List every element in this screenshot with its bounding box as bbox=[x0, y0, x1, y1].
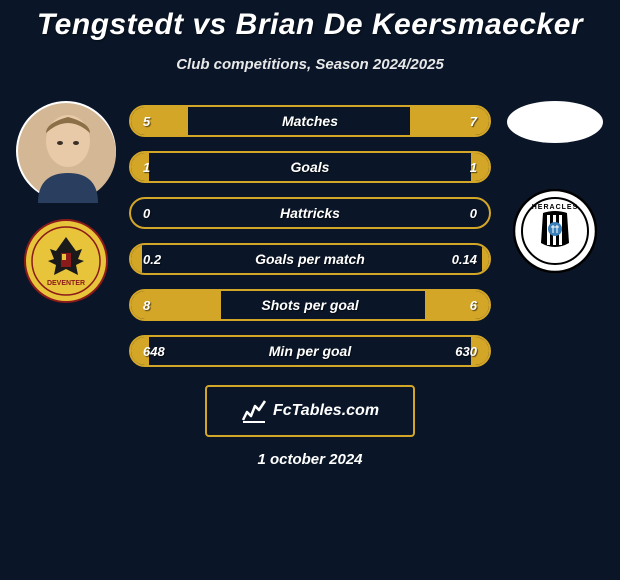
bar-left-fill bbox=[131, 107, 188, 135]
svg-text:HERACLES: HERACLES bbox=[531, 204, 578, 211]
stat-label: Matches bbox=[282, 113, 338, 129]
page-title: Tengstedt vs Brian De Keersmaecker bbox=[0, 0, 620, 42]
stat-value-right: 6 bbox=[470, 298, 477, 313]
stat-value-right: 630 bbox=[455, 344, 477, 359]
avatar-placeholder-icon bbox=[18, 103, 118, 203]
bar-right-fill bbox=[482, 245, 489, 273]
footer-brand: FcTables.com bbox=[205, 385, 415, 437]
stat-row: 648 630 Min per goal bbox=[129, 335, 491, 367]
left-player-column: DEVENTER bbox=[8, 101, 123, 303]
stat-label: Goals per match bbox=[255, 251, 365, 267]
stat-row: 5 7 Matches bbox=[129, 105, 491, 137]
stat-label: Goals bbox=[291, 159, 330, 175]
stat-value-left: 5 bbox=[143, 114, 150, 129]
fctables-logo-icon bbox=[241, 398, 267, 424]
stat-value-right: 0 bbox=[470, 206, 477, 221]
bar-right-fill bbox=[410, 107, 489, 135]
stat-row: 0 0 Hattricks bbox=[129, 197, 491, 229]
comparison-infographic: Tengstedt vs Brian De Keersmaecker Club … bbox=[0, 0, 620, 580]
player-left-avatar bbox=[16, 101, 116, 201]
player-right-club-badge: HERACLES bbox=[513, 189, 597, 273]
stat-value-right: 7 bbox=[470, 114, 477, 129]
stat-label: Shots per goal bbox=[261, 297, 358, 313]
stats-bars: 5 7 Matches 1 1 Goals 0 0 Hattricks 0.2 0.14 Goals … bbox=[123, 101, 497, 367]
stat-value-left: 8 bbox=[143, 298, 150, 313]
right-player-column: HERACLES bbox=[497, 101, 612, 273]
stat-label: Min per goal bbox=[269, 343, 351, 359]
player-right-avatar-placeholder bbox=[507, 101, 603, 143]
subtitle: Club competitions, Season 2024/2025 bbox=[0, 56, 620, 73]
stat-value-left: 0.2 bbox=[143, 252, 161, 267]
content-row: DEVENTER 57Matches11Goals00Hattricks0.20… bbox=[0, 101, 620, 367]
player-left-club-badge: DEVENTER bbox=[24, 219, 108, 303]
stat-value-left: 648 bbox=[143, 344, 165, 359]
footer-brand-text: FcTables.com bbox=[273, 402, 379, 420]
stat-row: 1 1 Goals bbox=[129, 151, 491, 183]
svg-text:DEVENTER: DEVENTER bbox=[46, 280, 84, 287]
heracles-badge-icon: HERACLES bbox=[513, 189, 597, 273]
stat-value-right: 0.14 bbox=[452, 252, 477, 267]
bar-left-fill bbox=[131, 245, 142, 273]
stat-value-left: 1 bbox=[143, 160, 150, 175]
stat-label: Hattricks bbox=[280, 205, 340, 221]
stat-row: 8 6 Shots per goal bbox=[129, 289, 491, 321]
stat-value-left: 0 bbox=[143, 206, 150, 221]
footer-date: 1 october 2024 bbox=[0, 451, 620, 468]
bar-right-fill bbox=[425, 291, 489, 319]
stat-value-right: 1 bbox=[470, 160, 477, 175]
go-ahead-eagles-badge-icon: DEVENTER bbox=[24, 219, 108, 303]
stat-row: 0.2 0.14 Goals per match bbox=[129, 243, 491, 275]
